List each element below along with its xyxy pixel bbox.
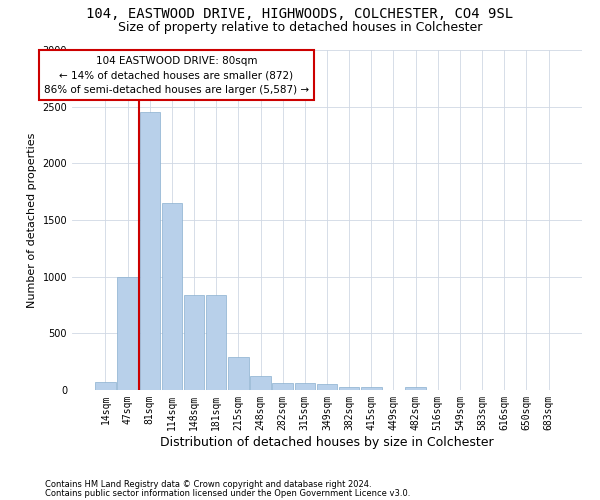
Bar — [406, 387, 426, 390]
Bar — [339, 386, 359, 390]
Text: 104, EASTWOOD DRIVE, HIGHWOODS, COLCHESTER, CO4 9SL: 104, EASTWOOD DRIVE, HIGHWOODS, COLCHEST… — [86, 8, 514, 22]
Text: Size of property relative to detached houses in Colchester: Size of property relative to detached ho… — [118, 22, 482, 35]
Bar — [295, 383, 315, 390]
Bar — [361, 386, 382, 390]
X-axis label: Distribution of detached houses by size in Colchester: Distribution of detached houses by size … — [160, 436, 494, 448]
Text: Contains HM Land Registry data © Crown copyright and database right 2024.: Contains HM Land Registry data © Crown c… — [45, 480, 371, 489]
Bar — [95, 382, 116, 390]
Bar — [317, 384, 337, 390]
Bar — [118, 276, 138, 390]
Bar — [140, 112, 160, 390]
Bar — [206, 295, 226, 390]
Bar — [161, 203, 182, 390]
Bar — [228, 357, 248, 390]
Y-axis label: Number of detached properties: Number of detached properties — [27, 132, 37, 308]
Bar — [184, 295, 204, 390]
Bar — [272, 383, 293, 390]
Bar — [250, 376, 271, 390]
Text: 104 EASTWOOD DRIVE: 80sqm
← 14% of detached houses are smaller (872)
86% of semi: 104 EASTWOOD DRIVE: 80sqm ← 14% of detac… — [44, 56, 309, 96]
Text: Contains public sector information licensed under the Open Government Licence v3: Contains public sector information licen… — [45, 488, 410, 498]
